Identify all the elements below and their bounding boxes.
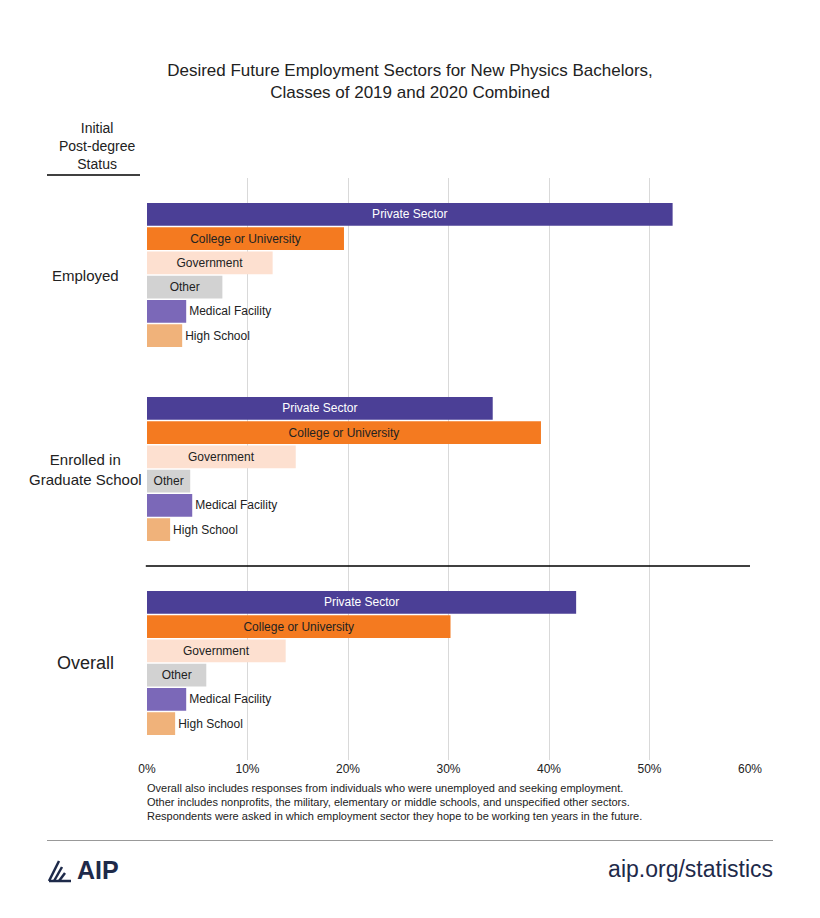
svg-text:10%: 10%	[235, 762, 259, 776]
html-text:Other includes nonprofits, the: Other includes nonprofits, the military,…	[147, 796, 630, 808]
svg-text:High School: High School	[178, 717, 243, 731]
svg-text:College or University: College or University	[190, 232, 301, 246]
svg-text:50%: 50%	[637, 762, 661, 776]
svg-text:Other: Other	[154, 474, 184, 488]
svg-text:30%: 30%	[436, 762, 460, 776]
svg-text:Government: Government	[176, 256, 243, 270]
html-text:Respondents were asked in whic: Respondents were asked in which employme…	[147, 810, 643, 822]
svg-text:College or University: College or University	[289, 426, 400, 440]
svg-text:Private Sector: Private Sector	[372, 207, 447, 221]
svg-text:Medical Facility: Medical Facility	[195, 498, 277, 512]
svg-text:20%: 20%	[336, 762, 360, 776]
svg-text:Medical Facility: Medical Facility	[189, 692, 271, 706]
svg-text:InitialPost-degreeStatus: InitialPost-degreeStatus	[59, 120, 135, 172]
svg-text:Employed: Employed	[52, 267, 119, 284]
html-text:aip.org/statistics: aip.org/statistics	[608, 856, 773, 882]
svg-text:Private Sector: Private Sector	[324, 595, 399, 609]
svg-text:60%: 60%	[738, 762, 762, 776]
svg-text:Other: Other	[162, 668, 192, 682]
svg-text:High School: High School	[173, 523, 238, 537]
html-text:AIP: AIP	[77, 856, 119, 884]
svg-text:Overall: Overall	[57, 653, 114, 673]
html-text:Overall also includes response: Overall also includes responses from ind…	[147, 782, 624, 794]
svg-text:0%: 0%	[138, 762, 156, 776]
svg-text:Private Sector: Private Sector	[282, 401, 357, 415]
svg-text:Desired Future Employment Sect: Desired Future Employment Sectors for Ne…	[167, 61, 653, 102]
svg-text:High School: High School	[185, 329, 250, 343]
svg-text:Government: Government	[183, 644, 250, 658]
svg-text:Enrolled inGraduate School: Enrolled inGraduate School	[29, 451, 142, 488]
svg-text:College or University: College or University	[243, 620, 354, 634]
svg-text:Government: Government	[188, 450, 255, 464]
svg-text:Medical Facility: Medical Facility	[189, 304, 271, 318]
svg-text:Other: Other	[170, 280, 200, 294]
svg-text:40%: 40%	[537, 762, 561, 776]
